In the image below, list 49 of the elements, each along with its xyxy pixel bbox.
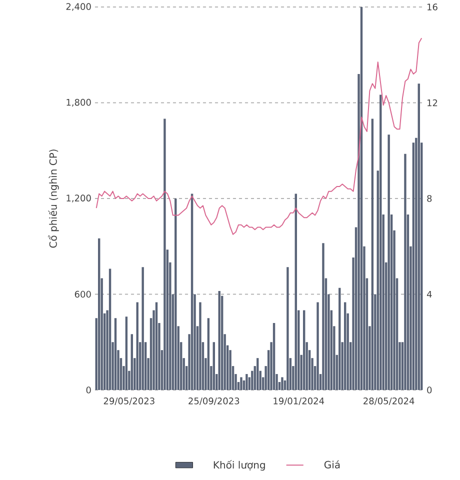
y2-tick-label: 16	[428, 4, 438, 10]
y-axis-title: Cổ phiếu (nghìn CP)	[48, 150, 59, 248]
bar	[302, 310, 306, 390]
bar	[98, 238, 100, 390]
x-tick-label: 29/05/2023	[104, 398, 154, 406]
bar	[404, 154, 406, 390]
bar	[344, 302, 346, 390]
y2-tick-label: 0	[427, 386, 432, 394]
bar	[286, 267, 289, 390]
bar	[418, 84, 420, 390]
bar	[281, 377, 284, 390]
bar	[190, 194, 194, 390]
bar	[207, 318, 210, 390]
bar	[155, 302, 158, 390]
bar	[114, 318, 117, 390]
y-tick-label: 1,200	[66, 194, 91, 202]
bar	[316, 302, 319, 390]
bar	[174, 198, 177, 390]
bar	[218, 291, 220, 390]
x-tick-label: 28/05/2024	[364, 398, 414, 406]
bar	[125, 316, 128, 390]
bar	[199, 302, 202, 390]
bar	[388, 134, 390, 390]
legend-label: Giá	[324, 460, 340, 468]
bar	[130, 334, 133, 390]
bar	[256, 358, 259, 390]
bar	[294, 194, 297, 390]
bar	[272, 322, 276, 390]
bar	[322, 243, 324, 390]
bar	[246, 374, 248, 390]
y-tick-label: 600	[74, 290, 91, 298]
x-tick-label: 25/09/2023	[188, 398, 240, 406]
bar	[371, 118, 374, 390]
bar	[380, 94, 382, 390]
bar	[136, 302, 138, 390]
legend-label: Khối lượng	[214, 460, 265, 471]
y-tick-label: 1,800	[66, 98, 91, 107]
x-tick-label: 19/01/2024	[274, 398, 324, 406]
y2-tick-label: 4	[426, 290, 432, 298]
bar	[142, 267, 144, 390]
bar	[338, 288, 341, 390]
bar	[164, 118, 166, 390]
bar	[108, 268, 112, 390]
y2-tick-label: 12	[428, 99, 438, 106]
y-tick-label: 0	[86, 386, 91, 394]
bar	[240, 377, 242, 390]
y2-tick-label: 8	[427, 195, 432, 202]
y-tick-label: 2,400	[66, 3, 91, 11]
bar	[212, 342, 215, 390]
